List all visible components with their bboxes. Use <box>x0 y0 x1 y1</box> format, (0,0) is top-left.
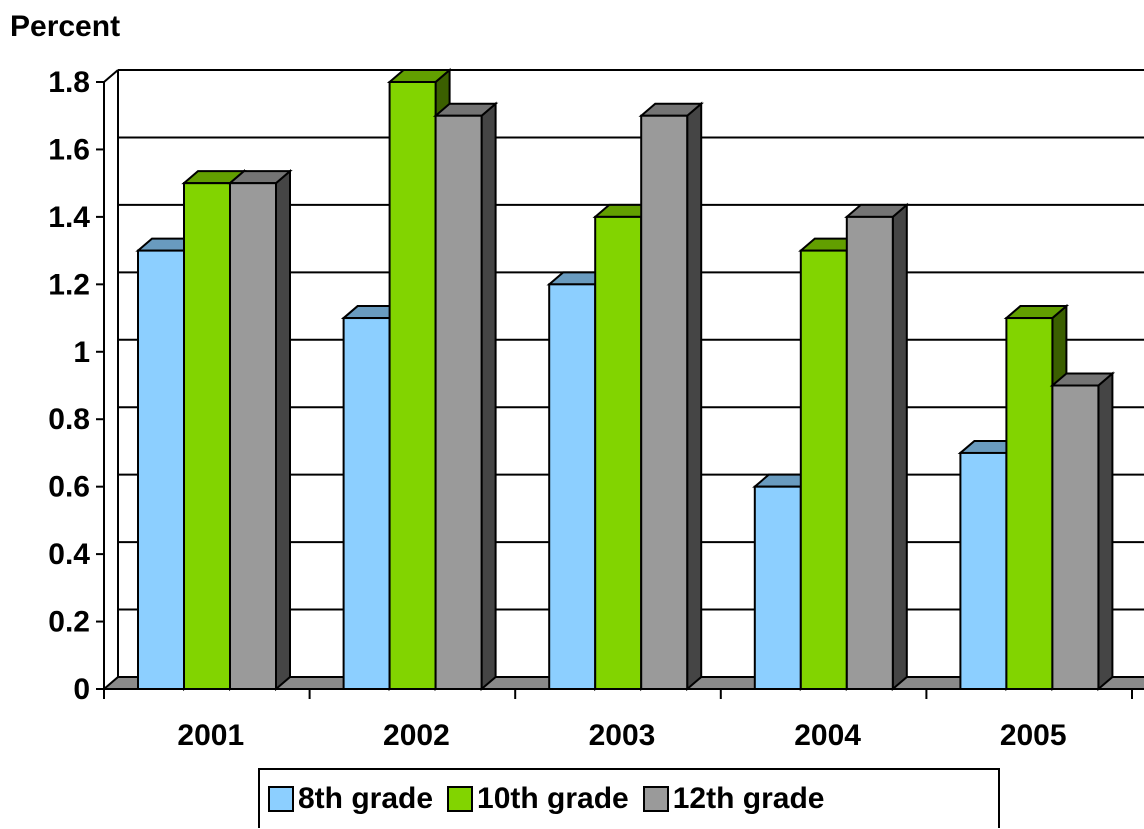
y-tick-label: 1 <box>73 336 90 369</box>
y-tick-label: 0 <box>73 673 90 706</box>
x-tick-label-2001: 2001 <box>177 719 244 752</box>
x-tick-label-2004: 2004 <box>794 719 861 752</box>
bar-8th-grade-2004 <box>753 485 802 690</box>
bar-12th-grade-2001 <box>229 182 277 691</box>
bar-side-12th-grade-2005 <box>1097 371 1114 692</box>
y-tick-label: 1.6 <box>48 133 90 166</box>
bar-10th-grade-2004 <box>799 249 848 690</box>
y-tick-label: 1.2 <box>48 268 90 301</box>
legend: 8th grade 10th grade 12th grade <box>258 768 1000 828</box>
bar-12th-grade-2005 <box>1051 384 1100 690</box>
bar-10th-grade-2001 <box>183 182 231 691</box>
bar-8th-grade-2001 <box>137 249 185 690</box>
y-tick-label: 0.4 <box>48 538 90 571</box>
bar-12th-grade-2002 <box>434 114 483 690</box>
y-tick-label: 1.4 <box>48 201 90 234</box>
bar-12th-grade-2003 <box>640 114 689 690</box>
y-tick-label: 0.6 <box>48 471 90 504</box>
bar-8th-grade-2003 <box>548 283 597 690</box>
legend-swatch-10th-grade <box>447 786 474 812</box>
bar-10th-grade-2002 <box>388 81 437 690</box>
legend-item-12th-grade: 12th grade <box>642 782 825 816</box>
x-tick-label-2003: 2003 <box>589 719 656 752</box>
bar-8th-grade-2005 <box>959 451 1008 691</box>
legend-swatch-8th-grade <box>268 786 294 812</box>
bar-8th-grade-2002 <box>342 317 391 690</box>
x-tick-label-2002: 2002 <box>383 719 450 752</box>
legend-item-10th-grade: 10th grade <box>447 782 629 816</box>
bar-side-12th-grade-2003 <box>686 101 703 692</box>
y-tick-label: 0.2 <box>48 606 90 639</box>
legend-label-12th-grade: 12th grade <box>672 782 825 815</box>
y-axis-top-edge <box>103 69 119 83</box>
bar-side-12th-grade-2001 <box>275 168 291 692</box>
legend-label-10th-grade: 10th grade <box>477 782 629 815</box>
bar-10th-grade-2005 <box>1005 317 1054 690</box>
bar-side-12th-grade-2002 <box>480 101 497 692</box>
legend-item-8th-grade: 8th grade <box>268 782 433 816</box>
y-tick-label: 0.8 <box>48 403 90 436</box>
legend-label-8th-grade: 8th grade <box>298 782 434 815</box>
x-tick-label-2005: 2005 <box>1000 719 1067 752</box>
bar-side-12th-grade-2004 <box>891 202 908 692</box>
bar-10th-grade-2003 <box>594 215 643 690</box>
legend-swatch-12th-grade <box>642 786 669 812</box>
y-axis-label: Percent <box>10 10 121 43</box>
y-tick-label: 1.8 <box>48 66 90 99</box>
bar-12th-grade-2004 <box>845 215 894 690</box>
